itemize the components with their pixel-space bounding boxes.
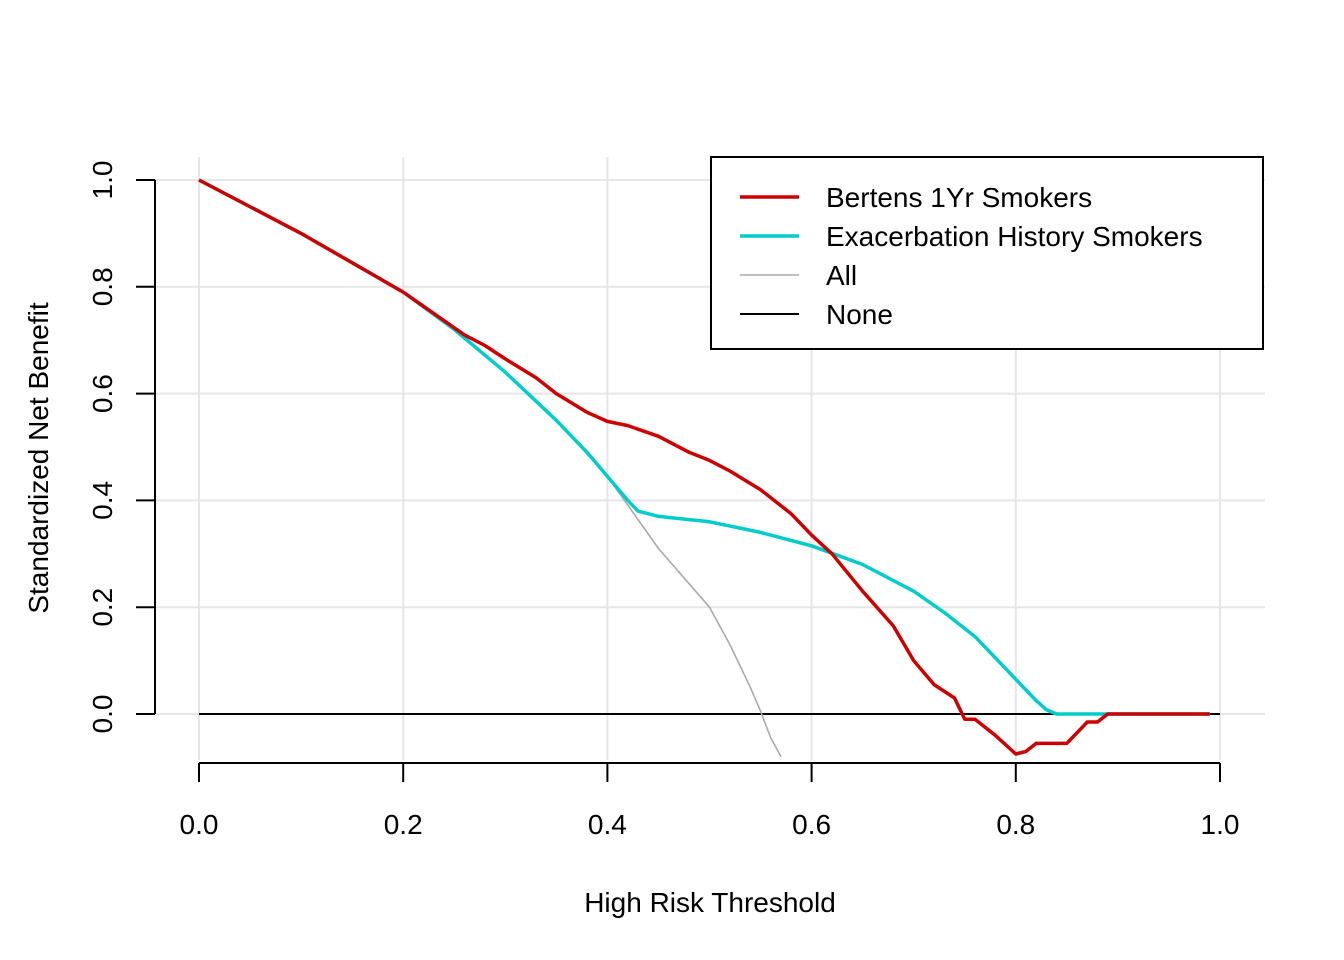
series-line-2: [198, 179, 782, 758]
y-tick-label-1: 0.2: [87, 588, 118, 627]
legend-label-0: Bertens 1Yr Smokers: [826, 182, 1092, 213]
y-tick-label-3: 0.6: [87, 374, 118, 413]
x-tick-label-3: 0.6: [792, 809, 831, 840]
y-axis-title: Standardized Net Benefit: [23, 302, 54, 614]
y-tick-label-2: 0.4: [87, 481, 118, 520]
series-line-1: [198, 178, 1210, 716]
series-lines: [198, 178, 1220, 758]
x-axis-title: High Risk Threshold: [584, 887, 836, 918]
legend-label-1: Exacerbation History Smokers: [826, 221, 1203, 252]
legend-box: [710, 156, 1264, 350]
y-tick-label-0: 0.0: [87, 695, 118, 734]
x-tick-label-1: 0.2: [384, 809, 423, 840]
x-tick-label-0: 0.0: [180, 809, 219, 840]
legend: Bertens 1Yr Smokers Exacerbation History …: [710, 156, 1264, 350]
axes: 0.0 0.2 0.4 0.6 0.8 1.0 0.0 0.2 0.4 0.6 0.8 1.0: [87, 161, 1239, 840]
legend-label-2: All: [826, 260, 857, 291]
x-tick-label-2: 0.4: [588, 809, 627, 840]
legend-label-3: None: [826, 299, 893, 330]
series-line-0: [198, 178, 1210, 756]
y-tick-label-4: 0.8: [87, 267, 118, 306]
y-tick-label-5: 1.0: [87, 161, 118, 200]
x-tick-label-4: 0.8: [996, 809, 1035, 840]
x-tick-label-5: 1.0: [1201, 809, 1240, 840]
